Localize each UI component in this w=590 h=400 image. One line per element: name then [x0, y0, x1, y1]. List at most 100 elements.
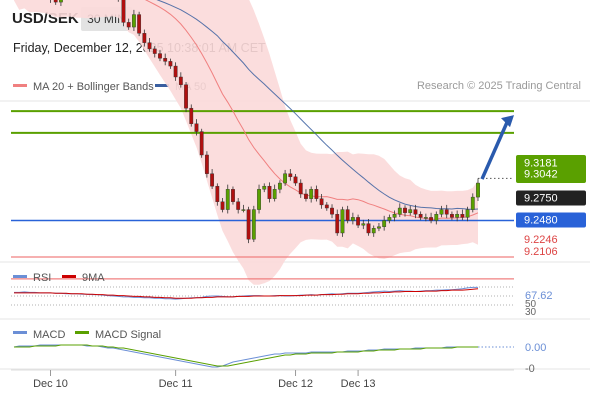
macd-legend-label: MACD — [33, 329, 65, 341]
rsi-value-label: 67.62 — [525, 290, 553, 302]
support-label: 9.2480 — [524, 215, 558, 227]
candle-body — [392, 214, 397, 218]
macd-tick-label: -0 — [525, 363, 535, 375]
candle-body — [330, 207, 334, 215]
candle-body — [126, 22, 131, 28]
candle-body — [178, 76, 183, 85]
candle-body — [204, 154, 209, 174]
candle-body — [444, 209, 449, 215]
support-label-box — [516, 212, 586, 228]
research-credit: Research © 2025 Trading Central — [416, 80, 581, 92]
candle-body — [371, 228, 376, 234]
candle-body — [476, 182, 480, 198]
candle-body — [423, 217, 428, 219]
candle-body — [455, 214, 460, 218]
rsi-legend-swatch — [13, 275, 27, 278]
candle-body — [382, 220, 387, 227]
candle-body — [173, 65, 178, 78]
candle-body — [231, 189, 235, 202]
candle-body — [324, 204, 329, 209]
candle-body — [309, 189, 314, 199]
macd-signal-legend-label: MACD Signal — [95, 329, 161, 341]
candle-body — [168, 61, 173, 67]
rsi-ma-legend-label: 9MA — [82, 272, 105, 284]
candle-body — [298, 182, 303, 195]
candle-body — [267, 185, 272, 199]
candle-body — [262, 185, 267, 190]
candle-body — [163, 58, 168, 62]
candle-body — [210, 173, 215, 187]
candle-body — [314, 189, 319, 199]
candle-body — [439, 209, 444, 215]
candle-body — [152, 48, 157, 54]
bollinger-band — [14, 0, 478, 285]
candle-body — [465, 209, 470, 218]
candle-body — [121, 0, 126, 23]
ma20-legend-swatch — [13, 84, 27, 87]
candle-body — [241, 209, 246, 211]
macd-signal-line — [14, 344, 478, 367]
ma50-line — [156, 0, 479, 210]
candle-body — [132, 14, 136, 28]
candle-body — [450, 214, 454, 218]
resistance-label-box — [516, 155, 586, 183]
candle-body — [277, 182, 282, 190]
candle-body — [59, 0, 63, 3]
candle-body — [137, 14, 142, 34]
macd-line — [13, 344, 478, 368]
rsi-line — [14, 286, 478, 300]
candle-body — [408, 209, 413, 213]
ma20-legend-label: MA 20 + Bollinger Bands — [33, 81, 154, 93]
level-label: 9.2246 — [524, 234, 558, 246]
candle-body — [147, 42, 152, 50]
candle-body — [257, 189, 261, 210]
candle-body — [335, 214, 340, 234]
macd-signal-legend-swatch — [75, 331, 89, 334]
candle-body — [397, 207, 402, 215]
x-tick-label: Dec 12 — [278, 378, 313, 390]
candle-body — [356, 217, 360, 226]
candle-body — [215, 185, 220, 202]
candle-body — [387, 217, 392, 221]
candle-body — [361, 223, 366, 226]
candle-body — [413, 209, 418, 215]
candle-body — [340, 209, 345, 234]
candle-body — [225, 189, 230, 210]
candle-body — [350, 217, 355, 221]
candle-body — [251, 209, 256, 240]
candle-body — [470, 196, 475, 210]
candle-body — [377, 226, 381, 229]
candle-body — [319, 198, 324, 206]
candle-body — [184, 84, 188, 109]
candle-body — [345, 209, 350, 221]
forecast-arrow-shaft — [480, 119, 510, 180]
candle-body — [189, 107, 194, 124]
x-tick-label: Dec 11 — [159, 378, 193, 390]
rsi-ma-line — [14, 288, 479, 299]
pivot-label-box — [516, 190, 586, 206]
candle-body — [288, 173, 293, 178]
ma50-legend-swatch — [155, 84, 169, 87]
candle-body — [199, 131, 204, 156]
candle-body — [142, 33, 147, 43]
candle-body — [194, 123, 199, 132]
candle-body — [283, 173, 288, 184]
resistance-label: 9.3042 — [524, 169, 558, 181]
pivot-label: 9.2750 — [524, 193, 558, 205]
candle-body — [460, 214, 465, 218]
candle-body — [304, 193, 308, 199]
candle-body — [418, 214, 423, 218]
candle-body — [272, 189, 277, 199]
resistance-label: 9.3181 — [524, 158, 558, 170]
x-tick-label: Dec 10 — [33, 378, 68, 390]
candle-body — [293, 176, 298, 184]
candle-body — [220, 201, 225, 210]
candle-body — [53, 0, 58, 3]
x-tick-label: Dec 13 — [341, 378, 376, 390]
rsi-tick-label: 30 — [525, 307, 537, 318]
rsi-ma-legend-swatch — [62, 275, 76, 278]
level-label: 9.2106 — [524, 246, 558, 258]
macd-value-label: 0.00 — [525, 342, 546, 354]
candle-body — [366, 223, 371, 234]
